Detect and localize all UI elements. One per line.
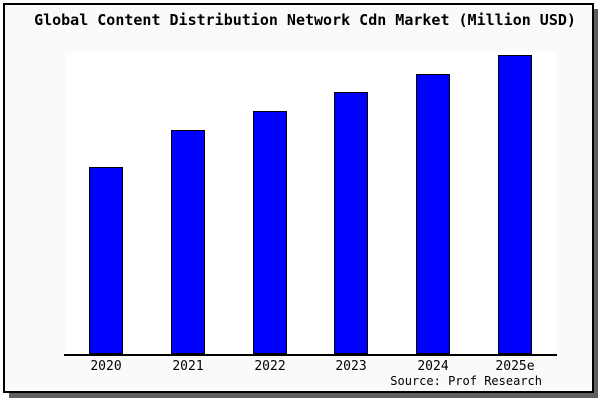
x-tick-label-2024: 2024 xyxy=(417,359,449,374)
x-tick-label-2022: 2022 xyxy=(254,359,286,374)
x-tick-label-2020: 2020 xyxy=(90,359,122,374)
plot-area xyxy=(65,52,556,354)
chart-title: Global Content Distribution Network Cdn … xyxy=(34,11,576,29)
x-axis-line xyxy=(64,354,557,356)
bar-2025e xyxy=(498,55,532,354)
x-tick-label-2025e: 2025e xyxy=(495,359,535,374)
bar-2024 xyxy=(416,74,450,354)
bar-2021 xyxy=(171,130,205,354)
x-tick-label-2021: 2021 xyxy=(172,359,204,374)
bar-2023 xyxy=(334,92,368,354)
bar-2020 xyxy=(89,167,123,354)
bar-2022 xyxy=(253,111,287,354)
source-text: Source: Prof Research xyxy=(390,374,542,388)
chart-frame: Global Content Distribution Network Cdn … xyxy=(3,3,594,393)
x-tick-label-2023: 2023 xyxy=(335,359,367,374)
